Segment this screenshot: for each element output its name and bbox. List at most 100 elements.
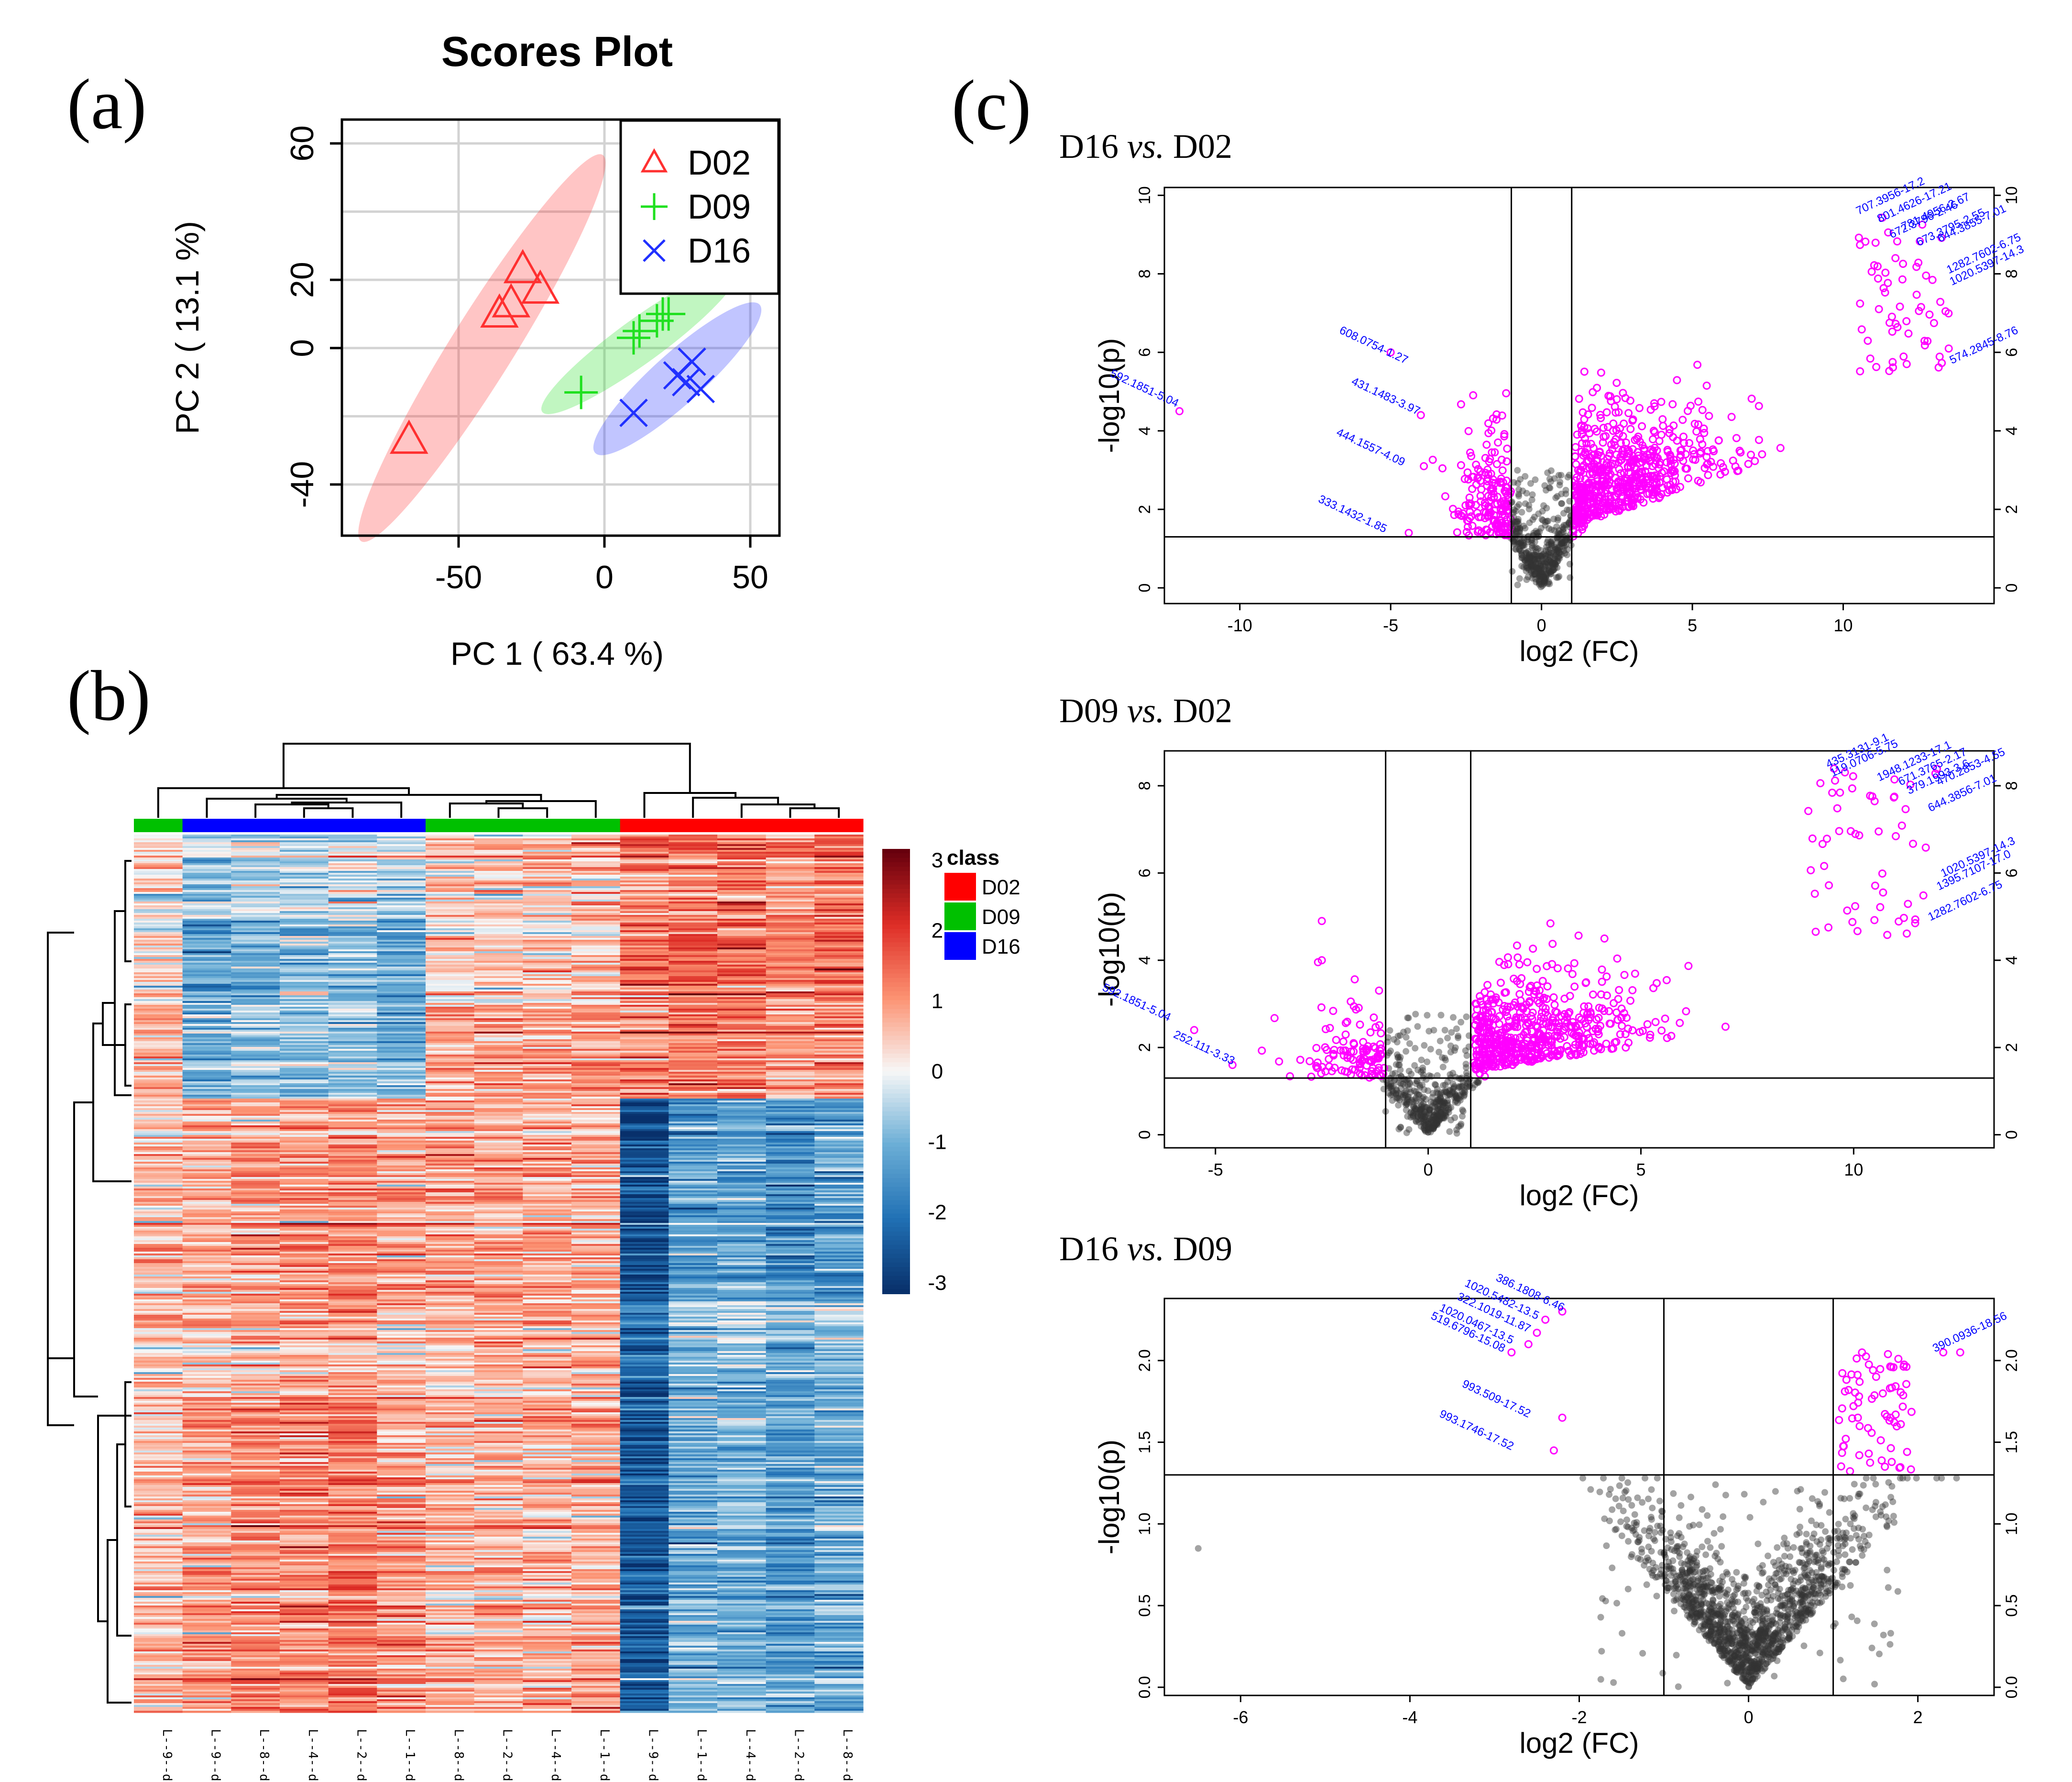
heatmap-cell bbox=[669, 1340, 718, 1342]
heatmap-cell bbox=[134, 921, 183, 923]
heatmap-cell bbox=[280, 1301, 329, 1304]
heatmap-cell bbox=[523, 1120, 572, 1122]
heatmap-cell bbox=[426, 1294, 475, 1296]
heatmap-cell bbox=[182, 1120, 231, 1122]
heatmap-cell bbox=[280, 990, 329, 992]
heatmap-cell bbox=[766, 1387, 815, 1390]
heatmap-cell bbox=[231, 1273, 280, 1275]
heatmap-cell bbox=[571, 1359, 621, 1361]
heatmap-cell bbox=[571, 844, 621, 847]
heatmap-cell bbox=[182, 953, 231, 956]
heatmap-cell bbox=[620, 1347, 669, 1350]
heatmap-cell bbox=[620, 917, 669, 919]
heatmap-cell bbox=[523, 1451, 572, 1453]
heatmap-cell bbox=[571, 1089, 621, 1091]
heatmap-cell bbox=[377, 1129, 426, 1132]
heatmap-cell bbox=[523, 1376, 572, 1378]
heatmap-cell bbox=[814, 1330, 864, 1332]
heatmap-cell bbox=[814, 1181, 864, 1183]
heatmap-cell bbox=[426, 1175, 475, 1177]
point-d02 bbox=[521, 269, 560, 304]
heatmap-cell bbox=[280, 1131, 329, 1133]
heatmap-cell bbox=[182, 1053, 231, 1055]
heatmap-cell bbox=[571, 902, 621, 904]
heatmap-cell bbox=[523, 1196, 572, 1199]
heatmap-cell bbox=[766, 1129, 815, 1132]
heatmap-cell bbox=[523, 911, 572, 913]
heatmap-cell bbox=[717, 861, 767, 864]
heatmap-cell bbox=[328, 1343, 377, 1346]
heatmap-cell bbox=[231, 1447, 280, 1449]
heatmap-cell bbox=[328, 1221, 377, 1223]
heatmap-cell bbox=[474, 1372, 523, 1375]
heatmap-cell bbox=[377, 856, 426, 858]
heatmap-cell bbox=[523, 988, 572, 990]
heatmap-cell bbox=[620, 1183, 669, 1185]
heatmap-cell bbox=[377, 1234, 426, 1237]
heatmap-cell bbox=[523, 1349, 572, 1352]
heatmap-cell bbox=[571, 1284, 621, 1287]
heatmap-cell bbox=[377, 1118, 426, 1120]
heatmap-cell bbox=[571, 1120, 621, 1122]
heatmap-cell bbox=[717, 1064, 767, 1067]
heatmap-cell bbox=[134, 915, 183, 917]
heatmap-cell bbox=[328, 1386, 377, 1388]
heatmap-cell bbox=[231, 1213, 280, 1216]
heatmap-cell bbox=[620, 1133, 669, 1135]
heatmap-cell bbox=[280, 1055, 329, 1057]
heatmap-cell bbox=[280, 903, 329, 906]
heatmap-cell bbox=[814, 1018, 864, 1021]
heatmap-cell bbox=[571, 926, 621, 929]
heatmap-cell bbox=[474, 1198, 523, 1200]
heatmap-cell bbox=[571, 1215, 621, 1218]
scores-x-ticks: -50 0 50 bbox=[435, 536, 768, 595]
heatmap-cell bbox=[280, 1305, 329, 1308]
heatmap-cell bbox=[134, 1192, 183, 1195]
heatmap-cell bbox=[766, 1454, 815, 1457]
heatmap-cell bbox=[426, 836, 475, 839]
heatmap-cell bbox=[134, 1139, 183, 1141]
heatmap-cell bbox=[134, 1030, 183, 1032]
heatmap-cell bbox=[182, 1089, 231, 1091]
heatmap-cell bbox=[426, 1041, 475, 1044]
heatmap-cell bbox=[134, 1393, 183, 1396]
heatmap-cell bbox=[766, 1066, 815, 1068]
heatmap-cell bbox=[328, 982, 377, 984]
heatmap-cell bbox=[377, 974, 426, 977]
heatmap-cell bbox=[280, 835, 329, 837]
scores-x-label: PC 1 ( 63.4 %) bbox=[450, 636, 664, 672]
heatmap-cell bbox=[134, 1276, 183, 1279]
heatmap-cell bbox=[717, 982, 767, 984]
heatmap-cell bbox=[474, 1257, 523, 1260]
heatmap-cell bbox=[717, 1122, 767, 1124]
heatmap-cell bbox=[377, 842, 426, 845]
heatmap-cell bbox=[280, 1223, 329, 1225]
heatmap-cell bbox=[571, 1315, 621, 1317]
heatmap-cell bbox=[669, 1034, 718, 1036]
heatmap-cell bbox=[328, 1387, 377, 1390]
heatmap-cell bbox=[426, 1030, 475, 1032]
heatmap-cell bbox=[280, 1185, 329, 1187]
heatmap-cell bbox=[669, 1317, 718, 1319]
heatmap-cell bbox=[231, 880, 280, 883]
heatmap-cell bbox=[134, 1403, 183, 1405]
heatmap-cell bbox=[523, 1079, 572, 1082]
heatmap-cell bbox=[474, 842, 523, 845]
heatmap-cell bbox=[182, 1123, 231, 1126]
heatmap-cell bbox=[426, 1282, 475, 1285]
heatmap-cell bbox=[814, 942, 864, 944]
heatmap-cell bbox=[474, 877, 523, 879]
heatmap-cell bbox=[134, 1284, 183, 1287]
heatmap-cell bbox=[426, 1248, 475, 1250]
heatmap-cell bbox=[717, 1349, 767, 1352]
heatmap-cell bbox=[231, 1370, 280, 1373]
heatmap-cell bbox=[231, 1030, 280, 1032]
heatmap-cell bbox=[377, 1376, 426, 1378]
heatmap-cell bbox=[571, 986, 621, 988]
heatmap-cell bbox=[280, 928, 329, 931]
heatmap-cell bbox=[182, 982, 231, 984]
heatmap-cell bbox=[377, 1144, 426, 1147]
heatmap-cell bbox=[669, 858, 718, 860]
heatmap-cell bbox=[377, 1070, 426, 1072]
